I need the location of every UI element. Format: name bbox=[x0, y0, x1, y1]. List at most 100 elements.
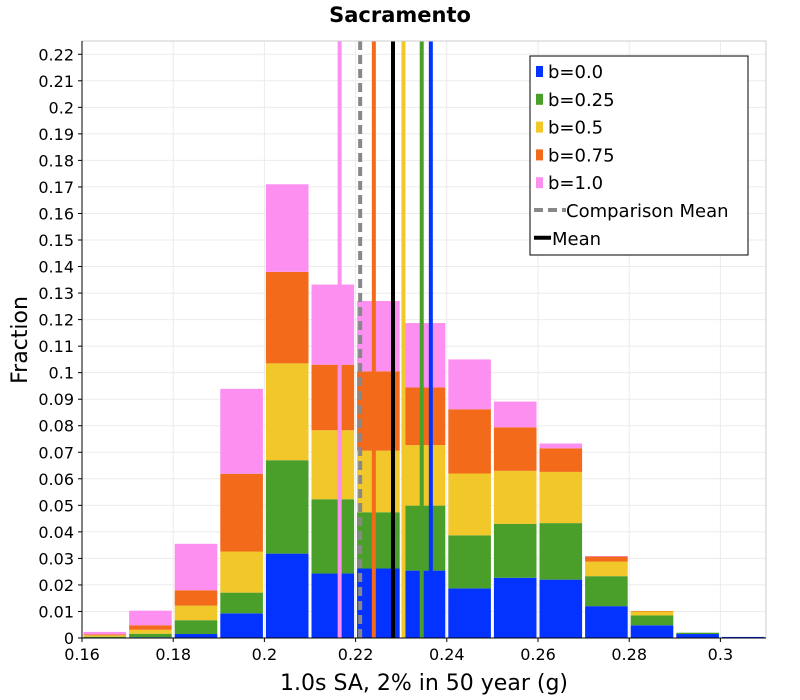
bar-segment-b-0-25-bin-3 bbox=[220, 592, 263, 614]
y-axis-label: Fraction bbox=[8, 296, 33, 384]
bar-segment-b-0-5-bin-5 bbox=[311, 430, 355, 500]
y-axis-ticks: 0 0.01 0.02 0.03 0.04 0.05 0.06 0.07 0.08 0.09 0.1… bbox=[38, 45, 82, 648]
bar-segment-b-0-0-bin-3 bbox=[220, 613, 263, 638]
bar-segment-b-0-25-bin-4 bbox=[265, 460, 309, 554]
bar-segment-b-0-0-bin-12 bbox=[630, 625, 674, 638]
legend-label-b-0-25: b=0.25 bbox=[548, 90, 615, 111]
bar-segment-b-0-5-bin-3 bbox=[220, 551, 263, 593]
bar-segment-b-1-0-bin-4 bbox=[265, 184, 309, 272]
legend-label-b-0-5: b=0.5 bbox=[548, 118, 603, 139]
legend: b=0.0 b=0.25 b=0.5 b=0.75 b=1.0 Comparison Me… bbox=[529, 55, 749, 256]
y-tick-label: 0.01 bbox=[38, 602, 74, 621]
bar-segment-b-0-5-bin-0 bbox=[83, 635, 127, 637]
legend-swatch-b-1-0 bbox=[536, 177, 543, 189]
y-tick-label: 0.14 bbox=[38, 258, 74, 277]
bar-segment-b-0-75-bin-9 bbox=[493, 427, 537, 471]
bar-segment-b-1-0-bin-11 bbox=[585, 556, 628, 557]
bar-segment-b-0-25-bin-2 bbox=[174, 620, 218, 635]
y-tick-label: 0.03 bbox=[38, 549, 74, 568]
bar-segment-b-0-25-bin-7 bbox=[402, 505, 446, 571]
bar-segment-b-0-5-bin-2 bbox=[174, 605, 218, 621]
y-tick-label: 0.16 bbox=[38, 204, 74, 223]
x-tick-label: 0.3 bbox=[708, 645, 733, 664]
bar-segment-b-0-75-bin-2 bbox=[174, 590, 218, 606]
legend-label-b-1-0: b=1.0 bbox=[548, 173, 603, 194]
y-tick-label: 0.15 bbox=[38, 231, 74, 250]
bar-segment-b-1-0-bin-2 bbox=[174, 543, 218, 591]
bar-segment-b-0-25-bin-10 bbox=[539, 523, 583, 580]
legend-label-comparison-mean: Comparison Mean bbox=[566, 201, 729, 222]
bar-segment-b-0-75-bin-4 bbox=[265, 271, 309, 364]
bar-segment-b-1-0-bin-1 bbox=[129, 610, 172, 626]
bar-segment-b-0-0-bin-7 bbox=[402, 570, 446, 638]
bar-segment-b-1-0-bin-10 bbox=[539, 443, 583, 449]
y-tick-label: 0.07 bbox=[38, 443, 74, 462]
y-tick-label: 0.04 bbox=[38, 523, 74, 542]
bar-segment-b-0-25-bin-1 bbox=[129, 633, 172, 638]
bar-segment-b-0-25-bin-13 bbox=[676, 632, 719, 635]
bar-segment-b-1-0-bin-0 bbox=[83, 631, 127, 635]
bar-segment-b-0-5-bin-10 bbox=[539, 471, 583, 524]
bar-segment-b-0-0-bin-13 bbox=[676, 634, 719, 638]
bar-segment-b-0-75-bin-8 bbox=[448, 409, 491, 474]
legend-label-b-0-75: b=0.75 bbox=[548, 145, 615, 166]
bar-segment-b-0-25-bin-8 bbox=[448, 535, 491, 589]
bar-segment-b-0-75-bin-11 bbox=[585, 556, 628, 562]
y-tick-label: 0.08 bbox=[38, 417, 74, 436]
legend-swatch-b-0-25 bbox=[536, 93, 543, 105]
bar-segment-b-1-0-bin-7 bbox=[402, 323, 446, 388]
bar-segment-b-0-5-bin-12 bbox=[630, 611, 674, 616]
y-tick-label: 0.2 bbox=[49, 98, 74, 117]
bar-segment-b-0-5-bin-11 bbox=[585, 561, 628, 577]
bar-segment-b-0-25-bin-11 bbox=[585, 576, 628, 607]
bar-segment-b-0-5-bin-8 bbox=[448, 473, 491, 536]
y-tick-label: 0.19 bbox=[38, 125, 74, 144]
x-tick-label: 0.2 bbox=[252, 645, 277, 664]
bar-segment-b-0-25-bin-5 bbox=[311, 499, 355, 574]
bar-segment-b-0-25-bin-12 bbox=[630, 615, 674, 626]
y-tick-label: 0.1 bbox=[49, 364, 74, 383]
bar-segment-b-0-25-bin-0 bbox=[83, 636, 127, 638]
bar-segment-b-0-0-bin-9 bbox=[493, 577, 537, 638]
legend-swatch-b-0-5 bbox=[536, 121, 543, 133]
legend-label-b-0-0: b=0.0 bbox=[548, 62, 603, 83]
bar-segment-b-0-0-bin-14 bbox=[721, 636, 765, 638]
bar-segment-b-0-75-bin-1 bbox=[129, 625, 172, 630]
bar-segment-b-0-5-bin-7 bbox=[402, 445, 446, 506]
bar-segment-b-0-75-bin-12 bbox=[630, 610, 674, 612]
legend-label-mean: Mean bbox=[552, 229, 601, 250]
y-tick-label: 0.12 bbox=[38, 311, 74, 330]
bar-segment-b-0-0-bin-8 bbox=[448, 588, 491, 638]
x-tick-label: 0.16 bbox=[64, 645, 100, 664]
y-tick-label: 0.21 bbox=[38, 72, 74, 91]
mean-lines bbox=[337, 41, 433, 638]
x-tick-label: 0.22 bbox=[338, 645, 374, 664]
x-tick-label: 0.24 bbox=[429, 645, 465, 664]
y-tick-label: 0.13 bbox=[38, 284, 74, 303]
bar-segment-b-0-0-bin-10 bbox=[539, 579, 583, 638]
bar-segment-b-1-0-bin-3 bbox=[220, 388, 263, 474]
y-tick-label: 0.05 bbox=[38, 496, 74, 515]
bar-segment-b-0-0-bin-11 bbox=[585, 606, 628, 638]
x-axis-label: 1.0s SA, 2% in 50 year (g) bbox=[280, 671, 568, 696]
bar-segment-b-0-75-bin-0 bbox=[83, 634, 127, 636]
y-tick-label: 0 bbox=[64, 629, 74, 648]
bar-segment-b-0-75-bin-10 bbox=[539, 448, 583, 472]
bar-segment-b-1-0-bin-9 bbox=[493, 401, 537, 428]
legend-box bbox=[529, 55, 749, 256]
legend-swatch-b-0-75 bbox=[536, 149, 543, 161]
x-tick-label: 0.28 bbox=[611, 645, 647, 664]
bar-segment-b-0-5-bin-4 bbox=[265, 363, 309, 461]
bar-segment-b-1-0-bin-5 bbox=[311, 284, 355, 365]
y-tick-label: 0.18 bbox=[38, 151, 74, 170]
y-tick-label: 0.06 bbox=[38, 470, 74, 489]
bar-segment-b-1-0-bin-8 bbox=[448, 359, 491, 410]
bar-segment-b-0-75-bin-5 bbox=[311, 364, 355, 431]
y-tick-label: 0.11 bbox=[38, 337, 74, 356]
x-tick-label: 0.26 bbox=[520, 645, 556, 664]
bar-segment-b-0-75-bin-7 bbox=[402, 387, 446, 446]
y-tick-label: 0.09 bbox=[38, 390, 74, 409]
bar-segment-b-0-5-bin-1 bbox=[129, 629, 172, 634]
legend-swatch-b-0-0 bbox=[536, 66, 543, 77]
